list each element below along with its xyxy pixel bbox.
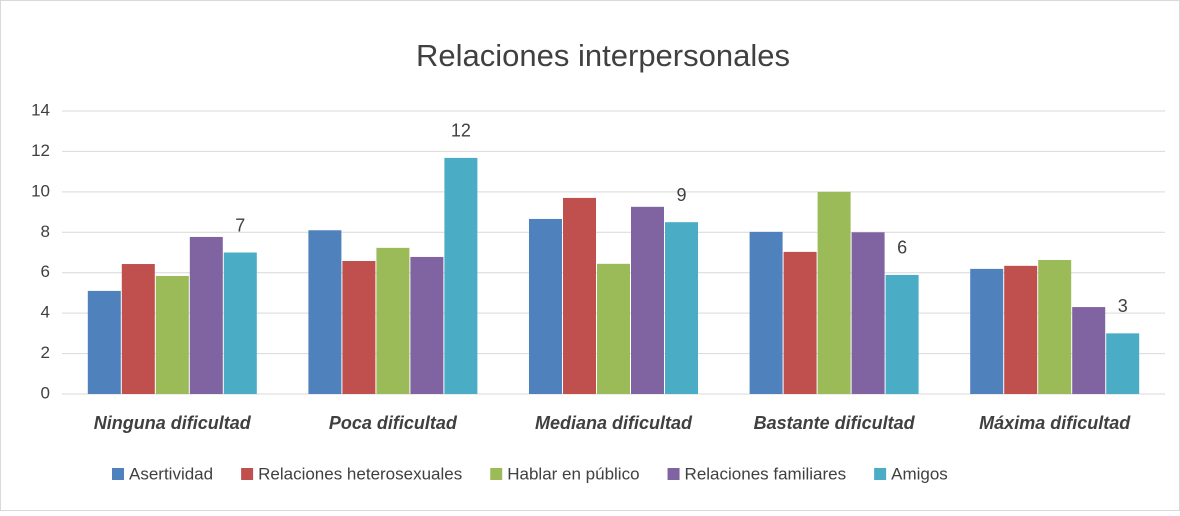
legend-label: Relaciones heterosexuales [258, 464, 462, 483]
bar [410, 256, 444, 394]
bar [223, 252, 257, 394]
bar [376, 247, 410, 394]
legend-swatch [667, 468, 680, 480]
legend-swatch [112, 468, 124, 480]
bar [885, 274, 919, 394]
x-tick-label: Ninguna dificultad [94, 413, 252, 433]
x-tick-label: Bastante dificultad [754, 413, 916, 433]
x-tick-label: Mediana dificultad [535, 413, 693, 433]
y-tick-label: 2 [41, 343, 50, 362]
bar [189, 236, 223, 394]
y-tick-label: 12 [31, 141, 50, 160]
data-label: 6 [897, 238, 907, 258]
y-tick-label: 14 [31, 100, 50, 119]
bar [749, 231, 783, 394]
y-tick-label: 10 [31, 181, 50, 200]
data-label: 9 [676, 185, 686, 205]
bar [529, 218, 562, 394]
y-tick-label: 0 [41, 383, 50, 402]
x-tick-label: Poca dificultad [329, 413, 458, 433]
legend-label: Asertividad [129, 464, 213, 483]
bar [817, 191, 851, 394]
data-label: 12 [451, 121, 471, 141]
y-tick-label: 6 [41, 262, 50, 281]
legend-swatch [490, 468, 503, 480]
bar [631, 206, 664, 394]
bar [121, 264, 155, 394]
bar [308, 230, 342, 394]
legend-label: Amigos [891, 464, 948, 483]
bar [563, 197, 596, 394]
bar [87, 290, 121, 394]
bar [1038, 259, 1072, 394]
bar [1072, 307, 1106, 394]
x-tick-label: Máxima dificultad [979, 413, 1131, 433]
bar [342, 260, 376, 394]
bar [1004, 265, 1038, 394]
bar [597, 263, 630, 394]
legend-swatch [241, 468, 254, 480]
bar [970, 268, 1004, 394]
data-label: 3 [1118, 296, 1128, 316]
legend-label: Relaciones familiares [685, 464, 847, 483]
bar [155, 275, 189, 394]
bar [851, 232, 885, 394]
y-tick-label: 4 [41, 303, 50, 322]
y-tick-label: 8 [41, 222, 50, 241]
bar [665, 222, 698, 394]
bar [1106, 333, 1140, 394]
data-label: 7 [235, 215, 245, 235]
legend-swatch [874, 468, 887, 480]
bar [783, 251, 817, 394]
legend-label: Hablar en público [507, 464, 639, 483]
bar [444, 157, 478, 394]
chart-title: Relaciones interpersonales [416, 38, 790, 73]
